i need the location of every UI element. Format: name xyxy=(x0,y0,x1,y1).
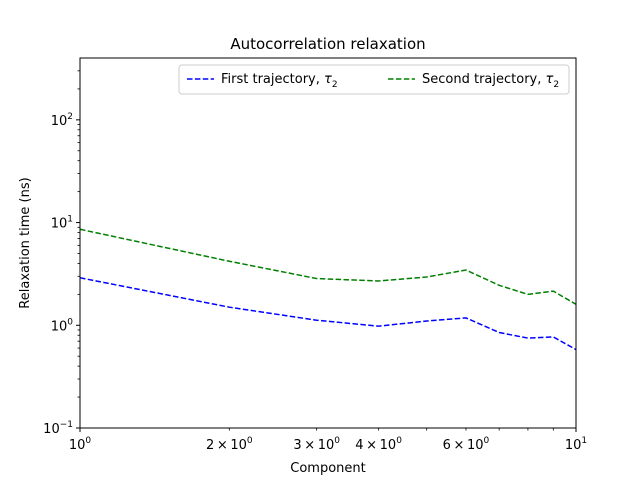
y-tick-label: 102 xyxy=(51,112,73,129)
legend-box xyxy=(178,64,570,95)
x-tick-label: 3 × 100 xyxy=(293,436,340,453)
legend-label-2: Second trajectory, τ2 xyxy=(422,72,559,90)
y-tick-label: 101 xyxy=(51,215,73,232)
chart-title: Autocorrelation relaxation xyxy=(230,35,425,53)
legend: First trajectory, τ2 Second trajectory, τ… xyxy=(178,64,570,95)
series-line-2 xyxy=(79,228,577,305)
x-tick-label: 4 × 100 xyxy=(355,436,402,453)
y-tick-label: 10−1 xyxy=(43,420,73,437)
x-axis: 100 101 2 × 100 3 × 100 4 × 100 6 × 100 xyxy=(69,428,587,453)
x-axis-label: Component xyxy=(290,461,365,476)
legend-label-1: First trajectory, τ2 xyxy=(221,72,338,90)
plot-frame xyxy=(79,57,577,429)
series-layer xyxy=(79,228,577,351)
y-tick-label: 100 xyxy=(51,317,74,334)
x-tick-label: 6 × 100 xyxy=(443,436,490,453)
y-axis: 10−1 100 101 102 xyxy=(43,70,80,437)
series-line-1 xyxy=(79,277,577,351)
x-tick-label: 101 xyxy=(565,436,587,453)
y-axis-label: Relaxation time (ns) xyxy=(18,177,33,308)
x-tick-label: 2 × 100 xyxy=(206,436,253,453)
x-tick-label: 100 xyxy=(69,436,92,453)
